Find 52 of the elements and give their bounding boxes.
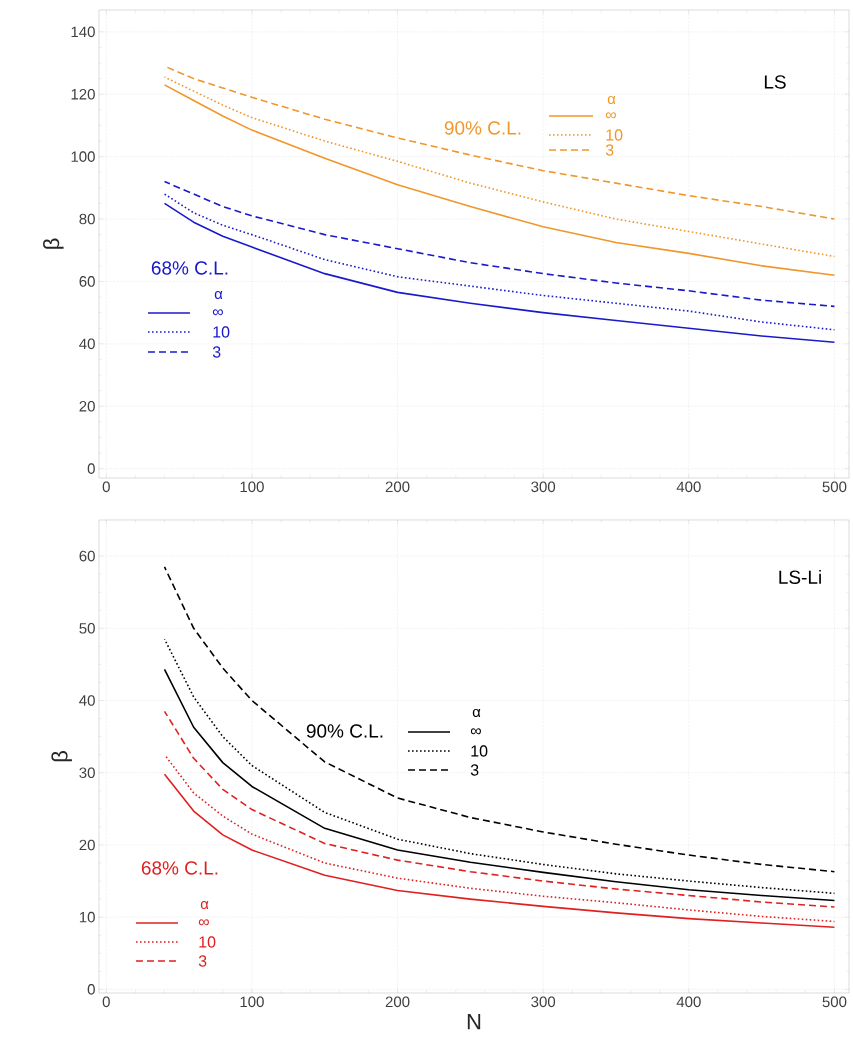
annotation: LS-Li [779,570,821,584]
y-tick-label: 120 [71,88,95,100]
x-tick-label: 500 [822,481,847,493]
x-axis-title: N [467,1014,481,1030]
legend-label: 3 [212,346,221,358]
x-tick-label: 300 [531,996,556,1008]
y-tick-label: 0 [87,463,95,474]
y-tick-label: 20 [79,839,95,851]
y-tick-label: 10 [79,911,95,923]
legend-title: α [214,290,223,300]
text: α [607,95,616,105]
y-tick-label: 60 [79,550,95,562]
legend-label: ∞ [605,112,616,119]
legend-label: 3 [198,955,207,967]
x-tick-label: 400 [676,996,701,1008]
y-tick-label: 30 [79,767,95,779]
y-tick-label: 20 [79,400,95,412]
y-tick-label: 140 [71,26,95,38]
x-tick-label: 400 [676,481,701,493]
x-tick-label: 300 [531,481,556,493]
y-axis-title: β [43,238,64,249]
y-tick-label: 0 [87,984,95,995]
legend-label: ∞ [198,919,209,926]
x-tick-label: 200 [385,481,410,493]
y-tick-label: 60 [79,276,95,287]
legend-label: 3 [605,144,614,156]
y-tick-label: 50 [79,623,95,634]
x-tick-label: 100 [240,996,264,1008]
x-tick-label: 500 [822,996,847,1008]
y-tick-label: 40 [79,695,95,706]
x-tick-label: 200 [385,996,410,1008]
legend-label: 10 [471,745,488,757]
annotation: LS [764,75,786,89]
x-tick-label: 0 [102,996,110,1008]
annotation: 90% C.L. [444,121,521,135]
text: α [472,708,481,718]
legend-label: ∞ [212,309,223,316]
x-tick-label: 0 [102,481,110,493]
y-axis-title: β [51,751,72,762]
x-tick-label: 100 [240,481,264,493]
annotation: 68% C.L. [141,861,218,875]
annotation: 90% C.L. [306,724,383,738]
annotation: 68% C.L. [151,261,228,275]
legend-label: 10 [213,326,230,338]
y-tick-label: 40 [79,338,95,350]
legend-label: 10 [606,129,623,141]
legend-title: α [200,900,209,910]
legend-label: ∞ [470,728,481,735]
y-tick-label: 100 [71,151,95,162]
legend-label: 3 [470,764,479,776]
legend-label: 10 [199,936,216,948]
y-tick-label: 80 [79,213,95,225]
